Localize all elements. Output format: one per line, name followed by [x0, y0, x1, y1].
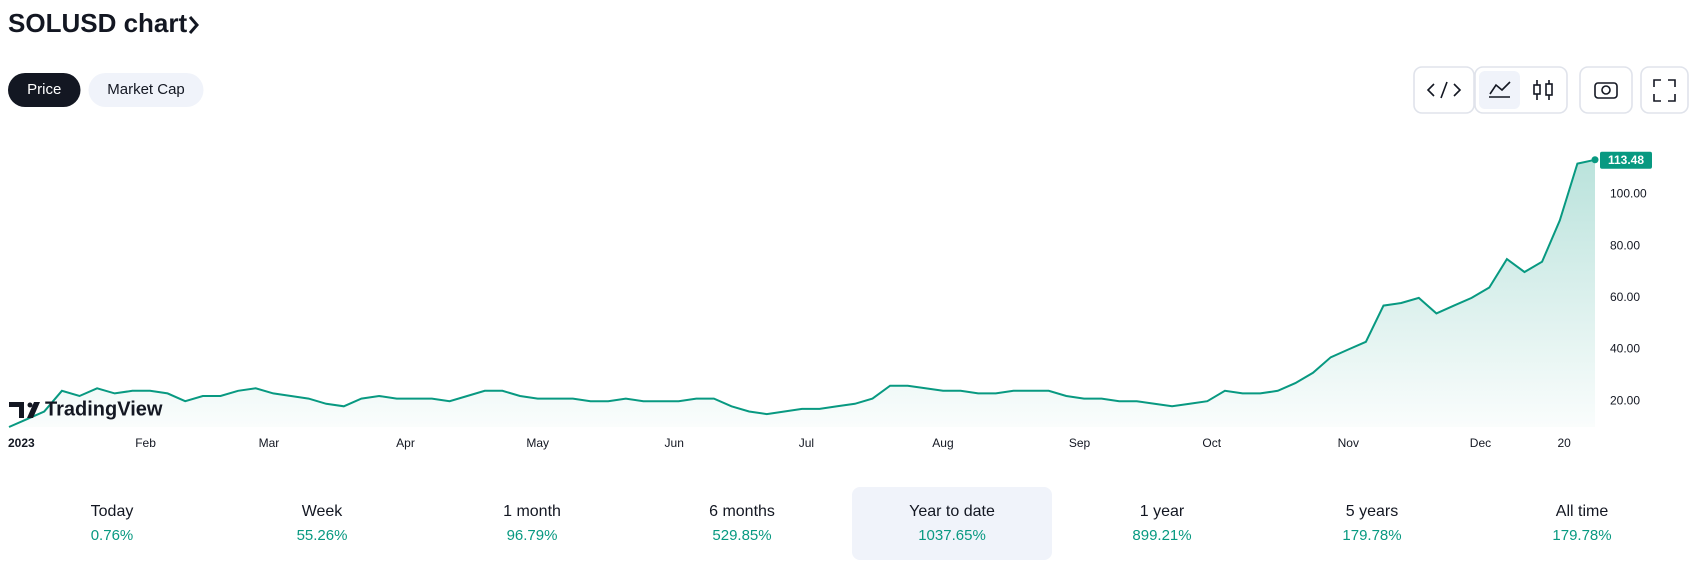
fullscreen-icon [1653, 79, 1676, 102]
stat-value: 179.78% [1552, 527, 1611, 544]
tab-label: Price [27, 81, 61, 98]
stat-value: 179.78% [1342, 527, 1401, 544]
stat-label[interactable]: Today [91, 503, 134, 520]
stat-label[interactable]: Year to date [909, 503, 995, 520]
tabs: Price Market Cap [8, 73, 204, 107]
area-style-button[interactable] [1479, 71, 1520, 109]
stat-highlight [852, 487, 1052, 560]
y-tick-label: 60.00 [1610, 290, 1640, 304]
performance-row: Today 0.76% Week 55.26% 1 month 96.79% 6 month… [91, 487, 1612, 560]
x-tick-label: Dec [1470, 436, 1491, 450]
snapshot-button[interactable] [1579, 66, 1633, 114]
y-tick-label: 40.00 [1610, 342, 1640, 356]
watermark: TradingView [45, 398, 163, 420]
price-line [8, 158, 1596, 428]
x-tick-label: 2023 [8, 436, 35, 450]
x-tick-label: Jul [799, 436, 814, 450]
stat-label[interactable]: 1 month [503, 503, 561, 520]
tab-label: Market Cap [107, 81, 185, 98]
page-title: SOLUSD chart [8, 8, 187, 38]
stat-value: 96.79% [507, 527, 558, 544]
last-point [1591, 156, 1599, 164]
x-tick-label: May [526, 436, 549, 450]
x-tick-label: 20 [1557, 436, 1571, 450]
stat-label[interactable]: 6 months [709, 503, 775, 520]
chart: 20.00 40.00 60.00 80.00 100.00 2023 Feb Mar Apr M… [8, 151, 1652, 450]
x-tick-label: Oct [1202, 436, 1221, 450]
stat-value: 0.76% [91, 527, 134, 544]
stat-value: 1037.65% [918, 527, 986, 544]
x-tick-label: Feb [135, 436, 156, 450]
stat-value: 529.85% [712, 527, 771, 544]
stat-value: 899.21% [1132, 527, 1191, 544]
fullscreen-button[interactable] [1640, 66, 1689, 114]
area-icon [1489, 81, 1511, 98]
last-price-label: 113.48 [1608, 153, 1644, 167]
watermark-dot [27, 402, 33, 408]
y-tick-label: 100.00 [1610, 187, 1647, 201]
embed-button[interactable] [1413, 66, 1475, 114]
title-chevron[interactable] [188, 16, 199, 34]
x-tick-label: Apr [396, 436, 415, 450]
tab[interactable] [88, 73, 204, 107]
stat-value: 55.26% [297, 527, 348, 544]
camera-icon [1594, 82, 1618, 99]
y-tick-label: 80.00 [1610, 238, 1640, 252]
x-tick-label: Aug [932, 436, 953, 450]
price-area [9, 159, 1595, 428]
chart-style-group [1474, 66, 1568, 114]
stat-label[interactable]: 1 year [1140, 503, 1185, 520]
stat-label[interactable]: All time [1556, 503, 1609, 520]
x-tick-label: Nov [1338, 436, 1359, 450]
embed-icon [1426, 81, 1462, 99]
x-tick-label: Mar [259, 436, 280, 450]
x-tick-label: Sep [1069, 436, 1091, 450]
tab[interactable] [8, 73, 81, 107]
y-tick-label: 20.00 [1610, 393, 1640, 407]
last-price-badge [1600, 151, 1652, 169]
stat-label[interactable]: 5 years [1346, 503, 1398, 520]
stat-label[interactable]: Week [302, 503, 344, 520]
x-tick-label: Jun [665, 436, 684, 450]
chart-tools [1413, 66, 1689, 114]
